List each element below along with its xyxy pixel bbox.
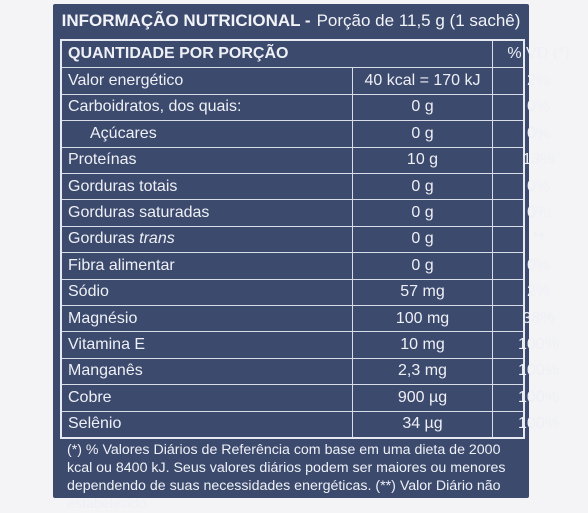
nutrient-amount: 0 g — [352, 94, 492, 121]
nutrient-vd: 2% — [492, 279, 584, 305]
nutrient-name: Vitamina E — [62, 332, 352, 357]
nutrient-name: Açúcares — [62, 121, 352, 146]
nutrient-name-text: Cobre — [68, 388, 112, 406]
nutrient-name: Magnésio — [62, 306, 352, 331]
nutrient-name-text: Manganês — [68, 362, 143, 380]
nutrient-name: Manganês — [62, 359, 352, 384]
nutrient-vd: 0% — [492, 200, 584, 226]
nutrient-amount: 10 g — [352, 147, 492, 173]
table-row: Selênio 34 µg 100% — [62, 410, 559, 437]
nutrient-amount: 10 mg — [352, 332, 492, 358]
nutrient-name: Selênio — [62, 412, 352, 437]
nutrient-vd: ** — [492, 226, 584, 253]
header-vd: % VD (*) — [492, 41, 584, 68]
table-row: Carboidratos, dos quais: 0 g 0% — [62, 93, 550, 121]
table-row: Vitamina E 10 mg 100% — [62, 331, 559, 358]
nutrient-amount: 2,3 mg — [352, 358, 492, 385]
nutrient-name-text: Gorduras totais — [68, 177, 178, 195]
nutrient-name-text: Gorduras — [68, 230, 135, 248]
nutrient-amount: 0 g — [352, 200, 492, 226]
nutrient-amount: 34 µg — [352, 411, 492, 437]
nutrient-amount: 57 mg — [352, 279, 492, 305]
nutrient-name-text: Selênio — [68, 415, 122, 433]
nutrient-amount: 0 g — [352, 121, 492, 147]
table-row: Fibra alimentar 0 g 0% — [62, 252, 550, 279]
nutrient-vd: 100% — [492, 411, 584, 437]
nutrient-name: Gorduras saturadas — [62, 200, 352, 225]
nutrient-vd: 100% — [492, 332, 584, 358]
nutrient-vd: 38% — [492, 306, 584, 332]
nutrient-name-text: Açúcares — [90, 124, 157, 142]
nutrient-vd: 2% — [492, 68, 584, 94]
nutrient-amount: 0 g — [352, 226, 492, 253]
nutrient-name: Fibra alimentar — [62, 253, 352, 278]
nutrient-vd: 100% — [492, 358, 584, 385]
nutrient-name: Gorduras trans — [62, 227, 352, 252]
nutrient-vd: 0% — [492, 94, 584, 121]
nutrient-name-text: Fibra alimentar — [68, 256, 175, 274]
nutrient-vd: 13% — [492, 147, 584, 173]
nutrition-table: QUANTIDADE POR PORÇÃO % VD (*) Valor ene… — [60, 39, 570, 439]
header-quantity: QUANTIDADE POR PORÇÃO — [68, 45, 289, 63]
nutrient-name-text: Gorduras saturadas — [68, 204, 210, 222]
nutrient-name: Proteínas — [62, 148, 352, 173]
nutrient-name: Gorduras totais — [62, 174, 352, 199]
nutrient-vd: 0% — [492, 174, 584, 200]
nutrition-label: INFORMAÇÃO NUTRICIONAL - Porção de 11,5 … — [53, 4, 570, 512]
table-row: Proteínas 10 g 13% — [62, 146, 555, 173]
nutrient-amount: 900 µg — [352, 385, 492, 411]
nutrient-name-text: Carboidratos, dos quais: — [68, 98, 242, 116]
table-row: Magnésio 100 mg 38% — [62, 305, 555, 332]
table-row: Cobre 900 µg 100% — [62, 384, 559, 411]
title-heading: INFORMAÇÃO NUTRICIONAL - — [61, 11, 311, 30]
table-header-row: QUANTIDADE POR PORÇÃO % VD (*) — [62, 41, 570, 68]
nutrient-amount: 0 g — [352, 174, 492, 200]
table-row: Gorduras totais 0 g 0% — [62, 173, 550, 200]
table-row: Gorduras saturadas 0 g 0% — [62, 199, 550, 226]
nutrient-name-text: Magnésio — [68, 309, 138, 327]
nutrient-name: Valor energético — [62, 68, 352, 93]
table-row: Gorduras trans 0 g ** — [62, 225, 545, 253]
nutrient-vd: 100% — [492, 385, 584, 411]
nutrient-name-text: Vitamina E — [68, 336, 146, 354]
nutrient-name: Carboidratos, dos quais: — [62, 95, 352, 120]
nutrient-amount: 40 kcal = 170 kJ — [352, 68, 492, 94]
footnote: (*) % Valores Diários de Referência com … — [67, 442, 506, 512]
label-title: INFORMAÇÃO NUTRICIONAL - Porção de 11,5 … — [53, 4, 529, 38]
nutrient-name: Cobre — [62, 385, 352, 410]
nutrient-vd: 0% — [492, 253, 584, 279]
nutrient-name-italic: trans — [139, 230, 175, 248]
table-row: Valor energético 40 kcal = 170 kJ 2% — [62, 67, 550, 94]
nutrient-name-text: Sódio — [68, 283, 109, 301]
title-portion: Porção de 11,5 g (1 sachê) — [316, 11, 521, 30]
nutrient-name: Sódio — [62, 280, 352, 305]
table-row: Açúcares 0 g 0% — [62, 120, 550, 147]
table-row: Sódio 57 mg 2% — [62, 278, 550, 305]
nutrient-name-text: Valor energético — [68, 72, 184, 90]
nutrient-name-text: Proteínas — [68, 151, 137, 169]
nutrient-vd: 0% — [492, 121, 584, 147]
table-row: Manganês 2,3 mg 100% — [62, 357, 559, 385]
nutrient-amount: 0 g — [352, 253, 492, 279]
nutrient-amount: 100 mg — [352, 306, 492, 332]
